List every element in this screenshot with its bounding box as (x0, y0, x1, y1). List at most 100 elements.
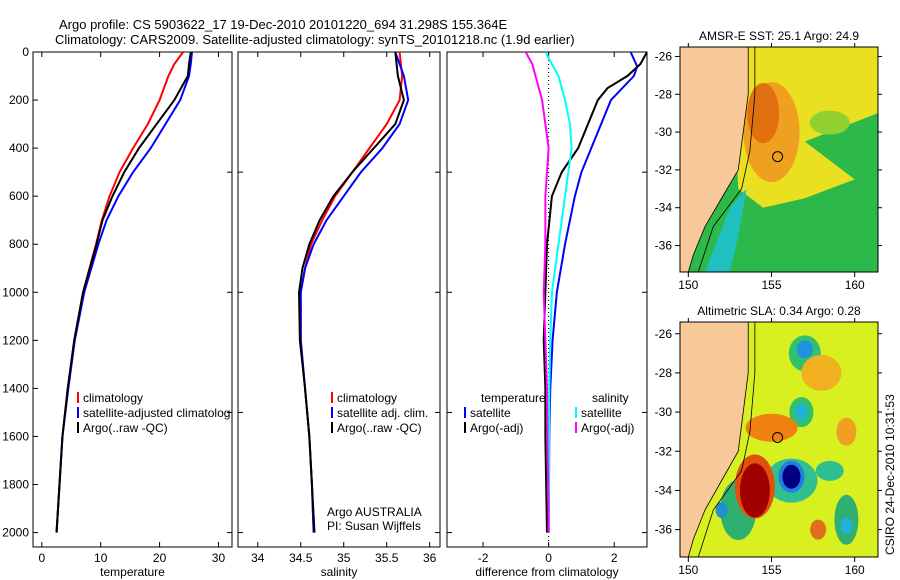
map-field (680, 47, 878, 272)
x-axis-label: difference from climatology (475, 565, 618, 579)
legend-label: salinity (592, 391, 629, 405)
legend-label: satellite adj. clim. (337, 406, 428, 420)
x-tick-label: 150 (678, 563, 698, 577)
y-tick-label: 1400 (2, 381, 29, 395)
x-tick-label: 36 (423, 551, 437, 565)
x-tick-label: 155 (761, 278, 781, 292)
x-tick-label: 34.5 (289, 551, 313, 565)
y-tick-label: -30 (655, 405, 673, 419)
series-line-argo-raw-qc- (55, 52, 192, 533)
y-tick-label: -36 (655, 523, 673, 537)
y-tick-label: 600 (9, 189, 29, 203)
legend-label: climatology (83, 391, 143, 405)
land-australia (680, 322, 749, 557)
shelf-contour (697, 47, 756, 272)
x-tick-label: 2 (611, 551, 618, 565)
map-field (680, 322, 878, 557)
plot-frame (32, 51, 233, 548)
y-tick-label: -36 (655, 239, 673, 253)
green-patch (809, 110, 850, 135)
x-axis-label: salinity (321, 565, 358, 579)
shelf-contour (697, 322, 756, 557)
sla-anomaly (836, 417, 857, 446)
plot-frame (237, 51, 441, 548)
x-tick-label: -2 (478, 551, 489, 565)
panel-salinity: 34 34.5 35 35.5 36 salinity climatologysatelli… (237, 51, 441, 579)
sla-anomaly (745, 413, 798, 442)
y-tick-label: -34 (655, 483, 673, 497)
land-australia (680, 47, 749, 272)
figure-title-line1: Argo profile: CS 5903622_17 19-Dec-2010 … (59, 17, 508, 32)
map-frame (679, 46, 879, 273)
series-line-temperature-satellite (547, 52, 639, 533)
map-frame (679, 321, 879, 558)
map-sst-map: AMSR-E SST: 25.1 Argo: 24.9 150 155 160 -26 -… (655, 29, 882, 292)
y-tick-label: -26 (655, 327, 673, 341)
annotation-text: PI: Susan Wijffels (327, 519, 421, 533)
sla-anomaly (715, 502, 728, 518)
legend-label: Argo(-adj) (581, 421, 634, 435)
sla-anomaly (810, 519, 827, 540)
series-line-temperature-argo-adj- (542, 52, 647, 533)
annotation-text: Argo AUSTRALIA (327, 505, 422, 519)
legend-label: climatology (337, 391, 397, 405)
legend-label: satellite (470, 406, 511, 420)
series-line-salinity-satellite (544, 52, 573, 533)
x-tick-label: 10 (94, 551, 108, 565)
y-tick-label: 0 (22, 45, 29, 59)
legend-label: Argo(..raw -QC) (337, 421, 422, 435)
x-tick-label: 35 (337, 551, 351, 565)
y-tick-label: -26 (655, 49, 673, 63)
y-tick-label: 200 (9, 93, 29, 107)
x-axis-label: temperature (100, 565, 165, 579)
x-tick-label: 155 (761, 563, 781, 577)
map-sla-map: Altimetric SLA: 0.34 Argo: 0.28 150 155 160… (655, 304, 882, 577)
x-tick-label: 0 (545, 551, 552, 565)
y-tick-label: 1200 (2, 333, 29, 347)
x-tick-label: 20 (153, 551, 167, 565)
x-tick-label: 0 (38, 551, 45, 565)
sla-anomaly (795, 404, 808, 421)
y-tick-label: 800 (9, 237, 29, 251)
argo-float-marker (772, 151, 784, 163)
sla-anomaly (739, 463, 770, 518)
sla-anomaly (796, 340, 813, 359)
x-tick-label: 30 (212, 551, 226, 565)
y-tick-label: -28 (655, 87, 673, 101)
csiro-timestamp: CSIRO 24-Dec-2010 10:31:53 (883, 394, 897, 555)
legend-label: satellite (581, 406, 622, 420)
figure-title-line2: Climatology: CARS2009. Satellite-adjuste… (55, 32, 575, 47)
x-tick-label: 160 (845, 563, 865, 577)
y-tick-label: -32 (655, 444, 673, 458)
y-tick-label: -34 (655, 201, 673, 215)
legend-label: Argo(..raw -QC) (83, 421, 168, 435)
legend-label: Argo(-adj) (470, 421, 523, 435)
map-title: Altimetric SLA: 0.34 Argo: 0.28 (697, 304, 861, 318)
cool-patch (704, 188, 747, 272)
y-tick-label: 1000 (2, 285, 29, 299)
y-tick-label: 2000 (2, 526, 29, 540)
y-tick-label: -28 (655, 366, 673, 380)
legend-label: temperature (481, 391, 546, 405)
panel-temperature: 0 10 20 30 0 200 400 600 800 1000 1200 1400 1600 1800… (2, 45, 233, 579)
warm-core (747, 83, 780, 144)
y-tick-label: 1800 (2, 478, 29, 492)
y-tick-label: -30 (655, 125, 673, 139)
x-tick-label: 34 (251, 551, 265, 565)
series-line-salinity-argo-adj- (524, 52, 550, 533)
sla-anomaly (815, 460, 844, 481)
x-tick-label: 150 (678, 278, 698, 292)
sla-anomaly (840, 517, 853, 534)
map-title: AMSR-E SST: 25.1 Argo: 24.9 (699, 29, 859, 43)
y-tick-label: 400 (9, 141, 29, 155)
y-tick-label: -32 (655, 163, 673, 177)
sla-anomaly (782, 464, 801, 489)
argo-float-marker (772, 432, 784, 444)
legend-label: satellite-adjusted climatolog (83, 406, 230, 420)
sla-anomaly (801, 354, 842, 391)
y-tick-label: 1600 (2, 429, 29, 443)
x-tick-label: 35.5 (375, 551, 399, 565)
